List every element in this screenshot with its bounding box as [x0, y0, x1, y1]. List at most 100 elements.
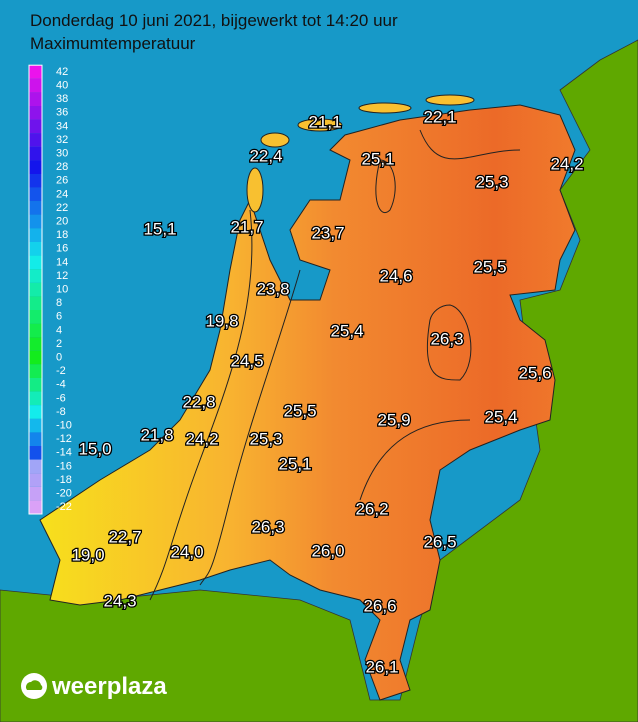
- station-temperature: 19,0: [71, 545, 104, 564]
- scale-label: 6: [56, 311, 62, 323]
- station-temperature: 24,2: [185, 429, 218, 448]
- scale-swatch: [29, 65, 42, 79]
- scale-label: 12: [56, 270, 68, 282]
- scale-swatch: [29, 214, 42, 229]
- scale-label: 24: [56, 188, 68, 200]
- scale-label: 22: [56, 202, 68, 214]
- scale-swatch: [29, 146, 42, 161]
- station-temperature: 15,1: [143, 219, 176, 238]
- station-temperature: 26,3: [251, 517, 284, 536]
- station-temperature: 25,4: [330, 321, 363, 340]
- color-scale: 424038363432302826242220181614121086420-…: [28, 64, 72, 515]
- scale-swatch: [29, 432, 42, 446]
- netherlands: [39, 104, 576, 701]
- station-temperature: 25,1: [361, 149, 394, 168]
- scale-label: 10: [56, 284, 68, 296]
- scale-swatch: [29, 350, 42, 365]
- scale-label: 32: [56, 134, 68, 146]
- station-temperature: 24,0: [170, 542, 203, 561]
- scale-label: 34: [56, 120, 68, 132]
- station-temperature: 22,1: [423, 107, 456, 126]
- station-temperature: 26,1: [365, 657, 398, 676]
- scale-label: -16: [56, 460, 72, 472]
- scale-label: 30: [56, 148, 68, 160]
- scale-label: 40: [56, 80, 68, 92]
- station-temperature: 24,2: [550, 154, 583, 173]
- scale-swatch: [29, 282, 42, 297]
- scale-label: 8: [56, 297, 62, 309]
- scale-swatch: [29, 106, 42, 120]
- station-temperature: 23,7: [311, 223, 344, 242]
- station-temperature: 21,8: [140, 425, 173, 444]
- station-temperature: 25,5: [473, 257, 506, 276]
- scale-swatch: [29, 405, 42, 419]
- scale-swatch: [29, 337, 42, 351]
- station-temperature: 25,9: [377, 410, 410, 429]
- station-temperature: 22,4: [249, 146, 282, 165]
- scale-swatch: [29, 446, 42, 460]
- station-temperature: 15,0: [78, 439, 111, 458]
- station-temperature: 24,3: [103, 591, 136, 610]
- scale-label: 2: [56, 338, 62, 350]
- station-temperature: 22,7: [108, 527, 141, 546]
- scale-label: -8: [56, 406, 66, 418]
- scale-swatch: [29, 119, 42, 134]
- scale-swatch: [29, 391, 42, 406]
- scale-swatch: [29, 364, 42, 378]
- scale-swatch: [29, 459, 42, 474]
- scale-swatch: [29, 378, 42, 392]
- station-temperature: 23,8: [256, 279, 289, 298]
- scale-swatch: [29, 242, 42, 256]
- scale-label: -2: [56, 365, 66, 377]
- scale-label: 28: [56, 161, 68, 173]
- scale-frame: [28, 64, 43, 515]
- scale-label: 36: [56, 107, 68, 119]
- station-temperature: 25,3: [475, 172, 508, 191]
- scale-swatch: [29, 296, 42, 310]
- station-temperature: 21,7: [230, 217, 263, 236]
- scale-label: 42: [56, 66, 68, 78]
- station-temperature: 25,5: [283, 401, 316, 420]
- logo: weerplaza: [21, 673, 167, 700]
- scale-swatch: [29, 174, 42, 188]
- subtitle: Maximumtemperatuur: [30, 34, 196, 53]
- station-temperature: 19,8: [205, 311, 238, 330]
- station-temperature: 24,5: [230, 351, 263, 370]
- station-temperature: 25,6: [518, 363, 551, 382]
- neighbouring-land: [0, 39, 638, 722]
- scale-label: 0: [56, 352, 62, 364]
- scale-swatch: [29, 486, 42, 501]
- station-temperature: 24,6: [379, 266, 412, 285]
- station-temperature: 21,1: [308, 112, 341, 131]
- scale-swatch: [29, 473, 42, 487]
- scale-label: -6: [56, 392, 66, 404]
- scale-label: 20: [56, 216, 68, 228]
- scale-label: -12: [56, 433, 72, 445]
- station-temperature: 25,3: [249, 429, 282, 448]
- scale-swatch: [29, 310, 42, 324]
- scale-label: -20: [56, 488, 72, 500]
- scale-label: 26: [56, 175, 68, 187]
- islands: [246, 94, 475, 213]
- scale-label: -22: [56, 501, 72, 513]
- title: Donderdag 10 juni 2021, bijgewerkt tot 1…: [30, 11, 398, 30]
- scale-label: -18: [56, 474, 72, 486]
- scale-label: 18: [56, 229, 68, 241]
- station-temperature: 26,2: [355, 499, 388, 518]
- station-temperature: 26,6: [363, 596, 396, 615]
- scale-swatch: [29, 418, 42, 433]
- scale-swatch: [29, 160, 42, 174]
- station-temperature: 22,8: [182, 392, 215, 411]
- isotherms: [149, 129, 521, 601]
- scale-swatch: [29, 201, 42, 215]
- scale-swatch: [29, 269, 42, 283]
- scale-label: -10: [56, 420, 72, 432]
- scale-label: -14: [56, 447, 72, 459]
- scale-label: -4: [56, 379, 66, 391]
- station-labels: 21,1 22,1 22,4 25,1 24,2 25,3 15,1 21,7 23,7 24,6…: [70, 106, 585, 678]
- scale-label: 38: [56, 93, 68, 105]
- station-temperature: 25,4: [484, 407, 517, 426]
- scale-swatch: [29, 92, 42, 106]
- scale-swatch: [29, 500, 42, 514]
